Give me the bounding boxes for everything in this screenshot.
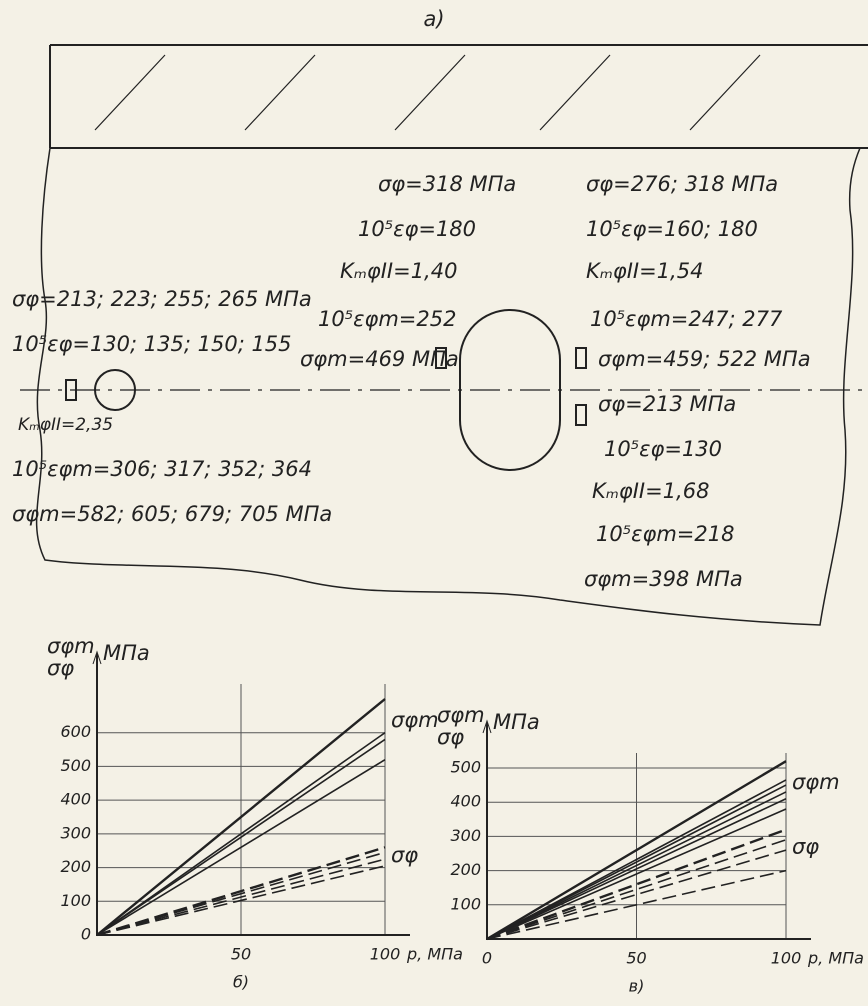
oval-hole	[459, 309, 561, 471]
y-tick-label: 600	[60, 722, 91, 741]
y-tick-label: 500	[450, 758, 481, 777]
x-tick-label: 50	[231, 945, 251, 964]
y-tick-label: 0	[81, 925, 91, 944]
y-axis-label: σφ	[47, 656, 74, 680]
series-label: σφ	[391, 843, 418, 867]
small-hole	[94, 369, 136, 411]
series-line	[96, 846, 386, 937]
y-axis-unit: МПа	[493, 710, 540, 734]
series-line	[486, 798, 787, 940]
annotation: σφm=469 МПа	[300, 347, 459, 371]
y-tick-label: 300	[450, 826, 481, 845]
series-line	[486, 760, 787, 941]
axes	[486, 723, 811, 940]
gauge	[575, 404, 587, 426]
y-axis-label: σφm	[437, 703, 485, 727]
annotation: KₘφII=1,54	[586, 259, 703, 283]
annotation: KₘφII=1,40	[340, 259, 457, 283]
annotation: KₘφII=1,68	[592, 479, 709, 503]
structure	[20, 44, 868, 626]
x-tick-label: 0	[482, 949, 492, 968]
series-line	[486, 839, 787, 940]
x-tick-label: 100	[370, 945, 401, 964]
y-tick-label: 200	[60, 857, 91, 876]
series-label: σφm	[792, 770, 840, 794]
series-line	[486, 849, 787, 940]
axis-arrow	[482, 719, 492, 734]
annotation: σφ=213; 223; 255; 265 МПа	[12, 287, 312, 311]
series-line	[96, 738, 386, 936]
y-axis-unit: МПа	[103, 641, 150, 665]
y-tick-label: 300	[60, 823, 91, 842]
y-tick-label: 100	[450, 894, 481, 913]
hatching	[94, 54, 761, 131]
series-line	[96, 851, 386, 936]
x-tick-label: 50	[626, 949, 646, 968]
y-tick-label: 500	[60, 756, 91, 775]
y-tick-label: 400	[450, 792, 481, 811]
gauge	[435, 347, 447, 369]
series-line	[486, 828, 787, 941]
annotation: KₘφII=2,35	[18, 415, 113, 435]
plate-outline	[35, 147, 861, 626]
y-axis-label: σφm	[47, 634, 95, 658]
chart-caption: в)	[629, 977, 645, 996]
chart-caption: б)	[233, 973, 249, 992]
x-axis-label: p, МПа	[807, 949, 864, 968]
annotation: σφm=459; 522 МПа	[598, 347, 811, 371]
gauge	[575, 347, 587, 369]
y-tick-label: 400	[60, 790, 91, 809]
annotation: σφm=582; 605; 679; 705 МПа	[12, 502, 332, 526]
x-tick-label: 100	[771, 949, 802, 968]
series-line	[486, 784, 787, 940]
annotation: 10⁵εφm=252	[318, 307, 456, 331]
annotation: 10⁵εφ=180	[358, 217, 476, 241]
series-line	[486, 791, 787, 940]
annotation: 10⁵εφm=306; 317; 352; 364	[12, 457, 312, 481]
y-tick-label: 100	[60, 891, 91, 910]
annotation: 10⁵εφm=218	[596, 522, 734, 546]
series-label: σφm	[391, 708, 439, 732]
annotation: σφ=276; 318 МПа	[586, 172, 778, 196]
series-line	[96, 698, 386, 936]
annotation: 10⁵εφ=130; 135; 150; 155	[12, 332, 292, 356]
figure-label: а)	[423, 7, 444, 31]
series-label: σφ	[792, 835, 819, 859]
annotation: σφm=398 МПа	[584, 567, 743, 591]
y-tick-label: 200	[450, 860, 481, 879]
annotation: 10⁵εφ=130	[604, 437, 722, 461]
annotation: σφ=318 МПа	[378, 172, 516, 196]
y-axis-label: σφ	[437, 725, 464, 749]
annotation: 10⁵εφm=247; 277	[590, 307, 783, 331]
annotation: σφ=213 МПа	[598, 392, 736, 416]
series-line	[96, 732, 386, 936]
gauge	[65, 379, 77, 401]
series-line	[96, 865, 386, 936]
x-axis-label: p, МПа	[406, 945, 463, 964]
series-line	[96, 759, 386, 936]
axes	[96, 654, 410, 936]
series-line	[486, 869, 787, 940]
series-line	[486, 808, 787, 940]
series-line	[96, 858, 386, 936]
axis-arrow	[92, 650, 102, 665]
annotation: 10⁵εφ=160; 180	[586, 217, 758, 241]
